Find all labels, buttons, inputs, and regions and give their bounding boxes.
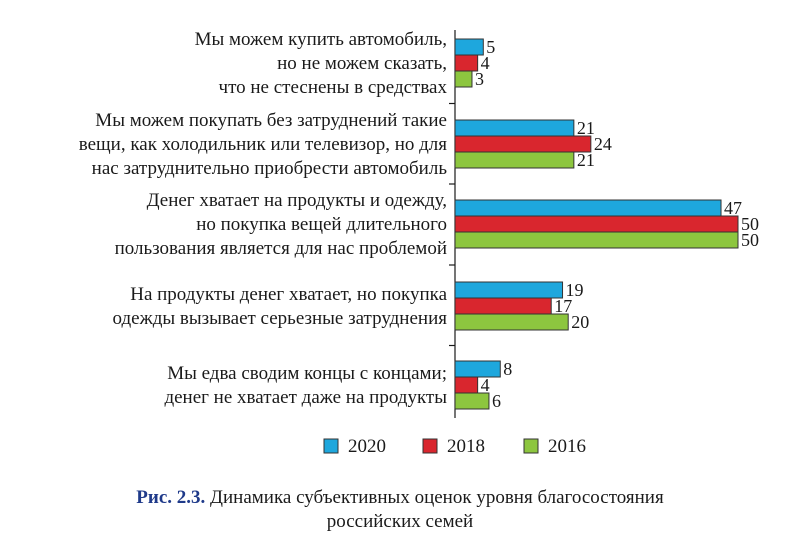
figure-caption: Рис. 2.3. Динамика субъективных оценок у… <box>0 486 800 534</box>
value-label: 20 <box>571 312 589 332</box>
bar-2020-2 <box>454 119 575 137</box>
legend-swatch-2020 <box>323 438 339 454</box>
value-label: 6 <box>492 391 501 411</box>
axis-ticks <box>449 102 455 347</box>
legend-label: 2018 <box>447 436 485 457</box>
bar-2020-3 <box>454 199 722 217</box>
bar-2018-5 <box>454 376 479 394</box>
value-label: 21 <box>577 150 595 170</box>
category-label-line: одежды вызывает серьезные затруднения <box>113 308 448 329</box>
bar-2016-3 <box>454 231 739 249</box>
legend-swatch-2018 <box>422 438 438 454</box>
value-label: 19 <box>566 280 584 300</box>
value-label: 4 <box>481 375 490 395</box>
category-label-line: Денег хватает на продукты и одежду, <box>147 190 447 211</box>
category-label-line: На продукты денег хватает, но покупка <box>130 284 447 305</box>
bar-2016-1 <box>454 70 473 88</box>
category-label-line: но покупка вещей длительного <box>196 214 447 235</box>
category-label-line: пользования является для нас проблемой <box>115 238 447 259</box>
value-label: 21 <box>577 118 595 138</box>
value-label: 50 <box>741 230 759 250</box>
category-label-line: вещи, как холодильник или телевизор, но … <box>79 134 448 155</box>
bar-2020-5 <box>454 360 501 378</box>
category-label: Денег хватает на продукты и одежду, но по… <box>115 190 447 259</box>
caption-line-1: Рис. 2.3. Динамика субъективных оценок у… <box>0 486 800 510</box>
value-label: 47 <box>724 198 742 218</box>
caption-text-1: Динамика субъективных оценок уровня благ… <box>210 487 664 508</box>
category-label-line: но не можем сказать, <box>277 53 447 74</box>
bar-2018-3 <box>454 215 739 233</box>
value-label: 8 <box>503 359 512 379</box>
legend-label: 2016 <box>548 436 586 457</box>
category-label-line: Мы можем купить автомобиль, <box>195 29 447 50</box>
bar-2018-4 <box>454 297 552 315</box>
value-label: 3 <box>475 69 484 89</box>
bar-chart: Мы можем купить автомобиль, но не можем с… <box>79 29 759 457</box>
value-label: 50 <box>741 214 759 234</box>
bars <box>454 38 739 410</box>
bar-2016-4 <box>454 313 569 331</box>
value-label: 24 <box>594 134 612 154</box>
category-label-line: Мы можем покупать без затруднений такие <box>95 110 447 131</box>
legend: 2020 2018 2016 <box>323 436 586 457</box>
category-label-line: Мы едва сводим концы с концами; <box>167 363 447 384</box>
value-label: 5 <box>486 37 495 57</box>
value-label: 17 <box>554 296 572 316</box>
bar-2020-1 <box>454 38 484 56</box>
category-label: На продукты денег хватает, но покупка оде… <box>113 284 448 329</box>
category-label: Мы можем купить автомобиль, но не можем с… <box>195 29 448 98</box>
bar-2018-2 <box>454 135 592 153</box>
bar-2016-2 <box>454 151 575 169</box>
figure-number: Рис. 2.3. <box>136 487 206 508</box>
category-label-line: что не стеснены в средствах <box>219 77 448 98</box>
value-label: 4 <box>481 53 490 73</box>
category-label: Мы можем покупать без затруднений такие в… <box>79 110 448 179</box>
legend-swatch-2016 <box>523 438 539 454</box>
bar-2016-5 <box>454 392 490 410</box>
bar-2020-4 <box>454 281 564 299</box>
caption-line-2: российских семей <box>326 511 474 532</box>
legend-label: 2020 <box>348 436 386 457</box>
category-label-line: нас затруднительно приобрести автомобиль <box>92 158 448 179</box>
category-labels: Мы можем купить автомобиль, но не можем с… <box>79 29 448 408</box>
category-label-line: денег не хватает даже на продукты <box>164 387 447 408</box>
category-label: Мы едва сводим концы с концами; денег не … <box>164 363 447 408</box>
